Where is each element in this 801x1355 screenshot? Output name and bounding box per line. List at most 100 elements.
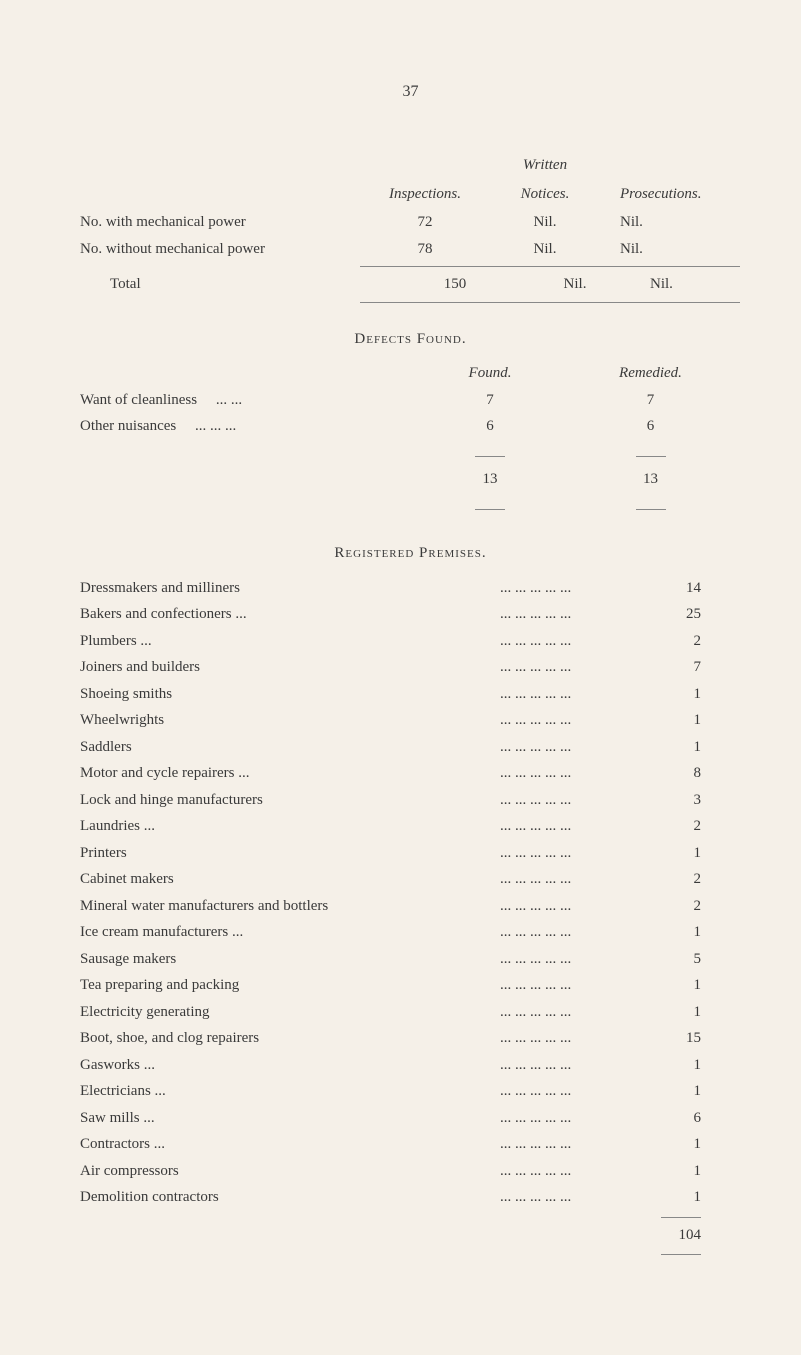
defects-total-row: 13 13 (80, 468, 741, 491)
header-empty (80, 154, 360, 177)
defects-total-remedied: 13 (560, 468, 741, 491)
divider-line (360, 266, 740, 267)
premises-total-underline (80, 1213, 741, 1222)
inspections-header-2: Inspections. Notices. Prosecutions. (80, 183, 741, 206)
empty (500, 1224, 641, 1247)
premises-dots: ... ... ... ... ... (500, 577, 641, 600)
premises-row: Shoeing smiths... ... ... ... ...1 (80, 683, 741, 706)
premises-row: Electricians ...... ... ... ... ...1 (80, 1080, 741, 1103)
premises-label: Bakers and confectioners ... (80, 603, 500, 626)
premises-value: 15 (641, 1027, 741, 1050)
premises-value: 8 (641, 762, 741, 785)
underline (420, 495, 560, 518)
premises-dots: ... ... ... ... ... (500, 1027, 641, 1050)
header-prosecutions: Prosecutions. (600, 183, 741, 206)
premises-value: 2 (641, 630, 741, 653)
empty (80, 495, 420, 518)
defects-row-label: Want of cleanliness ... ... (80, 389, 420, 412)
empty (80, 442, 420, 465)
premises-value: 2 (641, 868, 741, 891)
premises-dots: ... ... ... ... ... (500, 1001, 641, 1024)
row-label: No. without mechanical power (80, 238, 360, 261)
divider-line (360, 302, 740, 303)
premises-row: Bakers and confectioners ...... ... ... … (80, 603, 741, 626)
row-notices: Nil. (490, 211, 600, 234)
premises-value: 7 (641, 656, 741, 679)
premises-dots: ... ... ... ... ... (500, 921, 641, 944)
premises-dots: ... ... ... ... ... (500, 630, 641, 653)
premises-value: 1 (641, 1080, 741, 1103)
premises-row: Cabinet makers... ... ... ... ...2 (80, 868, 741, 891)
premises-label: Laundries ... (80, 815, 500, 838)
page-number: 37 (80, 80, 741, 104)
premises-row: Printers... ... ... ... ...1 (80, 842, 741, 865)
premises-row: Tea preparing and packing... ... ... ...… (80, 974, 741, 997)
row-label: No. with mechanical power (80, 211, 360, 234)
premises-label: Tea preparing and packing (80, 974, 500, 997)
premises-label: Dressmakers and milliners (80, 577, 500, 600)
premises-dots: ... ... ... ... ... (500, 868, 641, 891)
premises-value: 25 (641, 603, 741, 626)
premises-dots: ... ... ... ... ... (500, 603, 641, 626)
defects-header-empty (80, 362, 420, 385)
premises-label: Mineral water manufacturers and bottlers (80, 895, 500, 918)
defects-row-remedied: 6 (560, 415, 741, 438)
defects-header-found: Found. (420, 362, 560, 385)
premises-label: Electricity generating (80, 1001, 500, 1024)
underline (420, 442, 560, 465)
premises-dots: ... ... ... ... ... (500, 1107, 641, 1130)
premises-row: Dressmakers and milliners... ... ... ...… (80, 577, 741, 600)
premises-dots: ... ... ... ... ... (500, 842, 641, 865)
premises-value: 1 (641, 1054, 741, 1077)
premises-dots: ... ... ... ... ... (500, 709, 641, 732)
defects-row: Other nuisances ... ... ... 6 6 (80, 415, 741, 438)
underline (560, 495, 741, 518)
premises-row: Lock and hinge manufacturers... ... ... … (80, 789, 741, 812)
premises-row: Saddlers... ... ... ... ...1 (80, 736, 741, 759)
premises-dots: ... ... ... ... ... (500, 1186, 641, 1209)
premises-value: 1 (641, 1001, 741, 1024)
premises-dots: ... ... ... ... ... (500, 789, 641, 812)
premises-value: 2 (641, 815, 741, 838)
premises-label: Lock and hinge manufacturers (80, 789, 500, 812)
defects-header-remedied: Remedied. (560, 362, 741, 385)
premises-label: Ice cream manufacturers ... (80, 921, 500, 944)
premises-dots: ... ... ... ... ... (500, 656, 641, 679)
defects-row-label: Other nuisances ... ... ... (80, 415, 420, 438)
premises-value: 5 (641, 948, 741, 971)
premises-label: Printers (80, 842, 500, 865)
total-inspections: 150 (390, 273, 520, 296)
premises-total-underline2 (80, 1250, 741, 1259)
premises-row: Air compressors... ... ... ... ...1 (80, 1160, 741, 1183)
row-prosecutions: Nil. (600, 211, 741, 234)
premises-value: 1 (641, 683, 741, 706)
empty (80, 1224, 500, 1247)
premises-row: Wheelwrights... ... ... ... ...1 (80, 709, 741, 732)
total-prosecutions: Nil. (630, 273, 741, 296)
premises-row: Boot, shoe, and clog repairers... ... ..… (80, 1027, 741, 1050)
defects-total-found: 13 (420, 468, 560, 491)
row-inspections: 72 (360, 211, 490, 234)
header-empty2 (360, 154, 490, 177)
premises-row: Motor and cycle repairers ...... ... ...… (80, 762, 741, 785)
defects-header: Found. Remedied. (80, 362, 741, 385)
row-prosecutions: Nil. (600, 238, 741, 261)
premises-label: Cabinet makers (80, 868, 500, 891)
premises-row: Laundries ...... ... ... ... ...2 (80, 815, 741, 838)
premises-label: Shoeing smiths (80, 683, 500, 706)
premises-dots: ... ... ... ... ... (500, 895, 641, 918)
premises-dots: ... ... ... ... ... (500, 1133, 641, 1156)
premises-label: Air compressors (80, 1160, 500, 1183)
total-notices: Nil. (520, 273, 630, 296)
premises-label: Gasworks ... (80, 1054, 500, 1077)
underline (560, 442, 741, 465)
total-row: Total 150 Nil. Nil. (80, 273, 741, 296)
header-empty3 (600, 154, 741, 177)
premises-label: Saddlers (80, 736, 500, 759)
premises-row: Plumbers ...... ... ... ... ...2 (80, 630, 741, 653)
premises-value: 1 (641, 736, 741, 759)
defects-underline-row (80, 442, 741, 465)
premises-dots: ... ... ... ... ... (500, 1160, 641, 1183)
premises-list: Dressmakers and milliners... ... ... ...… (80, 577, 741, 1209)
row-notices: Nil. (490, 238, 600, 261)
